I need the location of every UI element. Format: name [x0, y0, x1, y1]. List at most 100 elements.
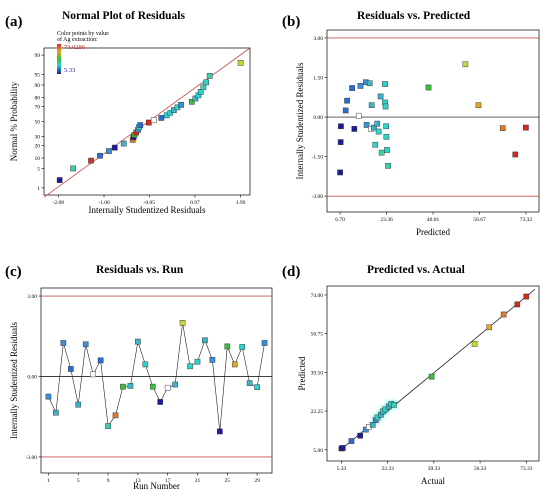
residuals-vs-run-point-27	[246, 380, 253, 387]
normal-plot-x-tick-3: 0.97	[190, 200, 200, 206]
residuals-vs-predicted-point-20	[382, 81, 388, 87]
predicted-vs-actual-point-1	[339, 445, 346, 451]
residuals-vs-predicted-point-10	[363, 122, 370, 128]
panel-letter-c: (c)	[5, 264, 22, 280]
residuals-vs-predicted-point-14	[371, 124, 377, 131]
residuals-vs-predicted-point-31	[512, 151, 519, 158]
predicted-vs-actual-svg: 5.33 22.33 39.33 56.33 73.33 5.00 22.25 39.50 56…	[297, 285, 540, 486]
panel-residuals-vs-predicted: 6.70 23.36 40.01 56.67 73.32 -3.00 -1.50 0.00 1.…	[275, 0, 550, 251]
residuals-vs-run-point-29	[261, 340, 268, 346]
residuals-vs-run-point-18	[179, 320, 186, 326]
predicted-vs-actual-y-tick-0: 5.00	[313, 448, 323, 454]
residuals-vs-run-x-tick-2: 9	[107, 478, 110, 484]
residuals-vs-run-x-tick-1: 5	[77, 478, 80, 484]
residuals-vs-predicted-point-6	[351, 126, 358, 132]
normal-plot-y-tick-9: 95	[35, 73, 41, 79]
legend-min-value: 5.33	[64, 67, 76, 74]
predicted-vs-actual-x-tick-0: 5.33	[337, 466, 347, 472]
residuals-vs-run-x-label: Run Number	[133, 481, 180, 491]
panel-title-d: Predicted vs. Actual	[367, 264, 465, 276]
residuals-vs-predicted-plot-frame	[326, 29, 540, 213]
residuals-vs-run-point-11	[127, 383, 134, 389]
residuals-vs-run-point-8	[105, 423, 111, 429]
normal-plot-point-16	[158, 115, 165, 121]
residuals-vs-run-connector-line	[48, 322, 265, 432]
residuals-vs-run-y-tick-1: 0.00	[27, 374, 37, 380]
predicted-vs-actual-x-tick-4: 73.33	[520, 466, 533, 472]
residuals-vs-run-svg: 1 5 9 13 17 21 25 29 -3.00 0.00 3.00 Run Number Inte…	[9, 287, 273, 491]
residuals-vs-predicted-point-5	[349, 85, 355, 91]
residuals-vs-run-point-12	[135, 338, 141, 345]
predicted-vs-actual-y-tick-2: 39.50	[311, 370, 324, 376]
normal-plot-y-tick-4: 30	[35, 134, 41, 140]
residuals-vs-predicted-point-2	[338, 123, 344, 130]
residuals-vs-run-point-25	[231, 361, 238, 368]
predicted-vs-actual-point-20	[523, 293, 530, 300]
residuals-vs-run-point-4	[75, 401, 82, 408]
residuals-vs-predicted-point-1	[337, 139, 344, 145]
normal-plot-point-6	[120, 140, 127, 147]
residuals-vs-run-point-14	[149, 383, 156, 390]
residuals-vs-predicted-point-18	[377, 93, 384, 100]
predicted-vs-actual-y-tick-1: 22.25	[311, 409, 324, 415]
residuals-vs-predicted-y-tick-1: -1.50	[312, 155, 324, 161]
residuals-vs-predicted-svg: 6.70 23.36 40.01 56.67 73.32 -3.00 -1.50 0.00 1.…	[295, 29, 540, 237]
residuals-vs-run-point-28	[254, 384, 260, 391]
normal-plot-x-tick-1: -1.06	[98, 200, 110, 206]
panel-letter-d: (d)	[282, 264, 301, 280]
predicted-vs-actual-point-15	[428, 373, 435, 380]
residuals-vs-run-point-17	[172, 381, 178, 388]
normal-plot-point-21	[178, 102, 184, 108]
panel-title-a: Normal Plot of Residuals	[62, 10, 185, 22]
normal-plot-point-29	[237, 60, 244, 66]
residuals-vs-predicted-y-tick-3: 1.50	[313, 75, 323, 81]
panel-letter-b: (b)	[282, 14, 301, 30]
predicted-vs-actual-point-2	[348, 438, 355, 444]
predicted-vs-actual-point-11	[382, 406, 389, 413]
predicted-vs-actual-point-14	[391, 402, 397, 408]
residuals-vs-predicted-y-tick-2: 0.00	[313, 115, 323, 121]
residuals-vs-run-point-7	[97, 357, 104, 364]
residuals-vs-predicted-point-19	[378, 149, 385, 156]
normal-plot-point-15	[150, 117, 157, 123]
normal-plot-x-label: Internally Studentized Residuals	[89, 205, 206, 215]
normal-plot-point-14	[145, 119, 152, 126]
legend: Color points by value of Ag extraction: …	[57, 31, 109, 74]
residuals-vs-run-x-tick-3: 13	[135, 478, 141, 484]
residuals-vs-predicted-point-23	[383, 123, 389, 130]
normal-plot-point-26	[200, 84, 207, 91]
legend-gradient	[57, 44, 61, 74]
normal-plot-point-23	[192, 95, 199, 102]
residuals-vs-predicted-point-8	[357, 83, 364, 89]
normal-plot-y-tick-7: 80	[35, 95, 41, 101]
residuals-vs-run-plot-frame	[40, 287, 273, 474]
residuals-vs-run-point-16	[164, 384, 171, 391]
residuals-vs-predicted-point-22	[382, 103, 389, 110]
residuals-vs-predicted-point-16	[374, 120, 381, 127]
residuals-vs-run-y-label: Internally Studentized Residuals	[9, 322, 19, 439]
normal-plot-y-tick-5: 50	[35, 120, 41, 126]
residuals-vs-run-point-10	[120, 383, 126, 390]
normal-plot-y-tick-1: 5	[37, 166, 40, 172]
predicted-vs-actual-point-17	[486, 324, 493, 331]
residuals-vs-predicted-point-24	[383, 134, 390, 140]
residuals-vs-predicted-y-tick-4: 3.00	[313, 36, 323, 42]
residuals-vs-predicted-point-17	[375, 128, 382, 135]
residuals-vs-run-point-26	[239, 344, 246, 350]
normal-plot-point-3	[97, 152, 103, 159]
residuals-vs-run-x-tick-5: 21	[195, 478, 201, 484]
legend-max-value: 73.0286	[64, 44, 86, 51]
residuals-vs-run-point-24	[224, 343, 231, 350]
normal-plot-y-tick-0: 1	[37, 186, 40, 192]
normal-plot-y-tick-6: 70	[35, 105, 41, 111]
normal-plot-svg: -2.08 -1.06 -0.05 0.97 1.99 1 5 10 20 30 50 70 80 90 9…	[9, 47, 251, 215]
panel-title-b: Residuals vs. Predicted	[357, 10, 471, 22]
normal-plot-y-tick-10: 99	[35, 53, 41, 59]
residuals-vs-run-point-15	[157, 399, 164, 405]
residuals-vs-predicted-point-3	[342, 107, 349, 114]
predicted-vs-actual-point-6	[369, 422, 376, 428]
residuals-vs-predicted-point-29	[475, 102, 482, 108]
residuals-vs-predicted-x-tick-0: 6.70	[335, 217, 345, 223]
residuals-vs-run-y-tick-0: -3.00	[26, 455, 38, 461]
legend-title-line2: of Ag extraction:	[57, 37, 98, 43]
